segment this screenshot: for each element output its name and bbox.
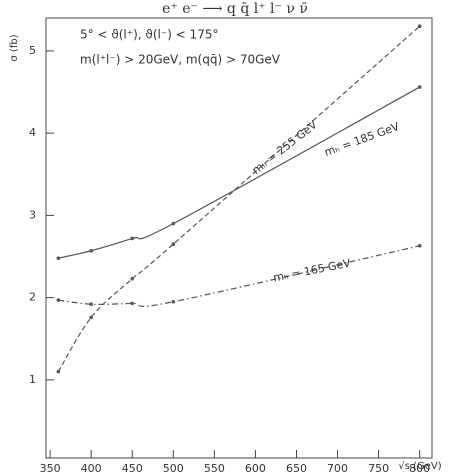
data-point: [89, 248, 93, 253]
y-axis-label: σ (fb): [9, 34, 20, 61]
data-point: [130, 276, 135, 281]
data-point: [171, 221, 176, 226]
x-tick-label: 500: [163, 462, 184, 474]
series-line: [57, 25, 421, 372]
data-point: [130, 301, 135, 306]
x-axis-label: √s (GeV): [398, 461, 441, 472]
y-tick-label: 1: [29, 373, 36, 386]
y-tick-label: 3: [29, 208, 36, 221]
x-tick-label: 450: [122, 462, 143, 474]
data-point: [417, 24, 422, 29]
x-tick-label: 750: [368, 462, 389, 474]
y-tick-label: 4: [29, 126, 36, 139]
data-point: [56, 256, 61, 260]
plot-frame: [45, 17, 433, 459]
series-label: mₕ = 185 GeV: [323, 120, 402, 159]
data-point: [89, 315, 93, 320]
data-point: [417, 244, 422, 248]
annotation: 5° < ϑ(l⁺), ϑ(l⁻) < 175°: [80, 28, 218, 42]
x-tick-label: 400: [81, 462, 102, 474]
annotation: m(l⁺l⁻) > 20GeV, m(qq̄) > 70GeV: [80, 53, 281, 67]
series-label: mₕ = 165 GeV: [272, 257, 352, 285]
x-tick-label: 350: [40, 462, 61, 474]
x-tick-label: 600: [245, 462, 266, 474]
x-tick-label: 550: [204, 462, 225, 474]
series-label: mₕ = 255 GeV: [250, 118, 320, 177]
data-point: [89, 302, 93, 307]
data-point: [56, 298, 61, 302]
series-line: [58, 86, 420, 259]
data-point: [130, 236, 135, 241]
series-line: [58, 245, 420, 307]
y-tick-label: 2: [29, 291, 36, 304]
data-point: [417, 85, 422, 89]
x-tick-label: 800: [409, 462, 430, 474]
x-tick-label: 700: [327, 462, 348, 474]
data-point: [56, 369, 61, 374]
x-tick-label: 650: [286, 462, 307, 474]
data-point: [171, 299, 176, 304]
y-tick-label: 5: [29, 44, 36, 57]
data-point: [171, 242, 176, 246]
chart-title: e⁺ e⁻ ⟶ q q̄ l⁺ l⁻ ν ν̄: [162, 1, 308, 17]
